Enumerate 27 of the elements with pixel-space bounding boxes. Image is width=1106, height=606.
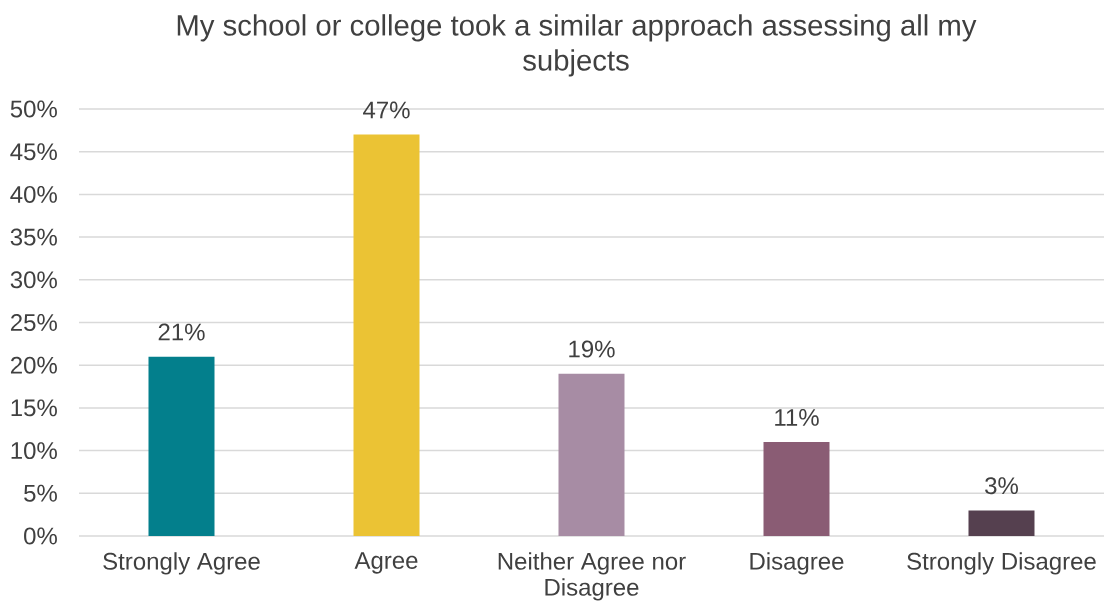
y-tick-label: 35% <box>10 228 57 246</box>
y-tick-label: 5% <box>24 484 57 502</box>
data-label: 11% <box>775 409 819 426</box>
y-tick-label: 50% <box>10 100 57 118</box>
x-tick-label: Strongly Disagree <box>907 552 1096 575</box>
bar <box>148 356 215 536</box>
data-label: 47% <box>363 101 410 119</box>
x-tick-label: Strongly Agree <box>103 552 260 575</box>
y-tick-label: 45% <box>10 143 57 161</box>
y-tick-label: 25% <box>10 314 57 331</box>
data-label: 21% <box>158 323 205 341</box>
y-tick-label: 40% <box>10 185 57 203</box>
bar <box>968 510 1035 536</box>
data-label: 3% <box>985 477 1018 495</box>
x-tick-label: Neither Agree nor Disagree <box>498 552 686 601</box>
y-tick-label: 20% <box>10 356 57 374</box>
y-tick-label: 0% <box>24 527 57 545</box>
x-tick-label: Disagree <box>750 552 844 575</box>
y-tick-label: 15% <box>11 399 57 417</box>
y-tick-label: 30% <box>10 271 57 289</box>
chart-title: My school or college took a similar approach assessing all my subjects <box>177 14 977 77</box>
bar <box>558 373 625 536</box>
x-tick-label: Agree <box>354 552 418 574</box>
y-tick-label: 10% <box>11 442 57 460</box>
data-label: 19% <box>569 340 615 358</box>
bar <box>353 134 420 536</box>
bar <box>763 442 830 536</box>
